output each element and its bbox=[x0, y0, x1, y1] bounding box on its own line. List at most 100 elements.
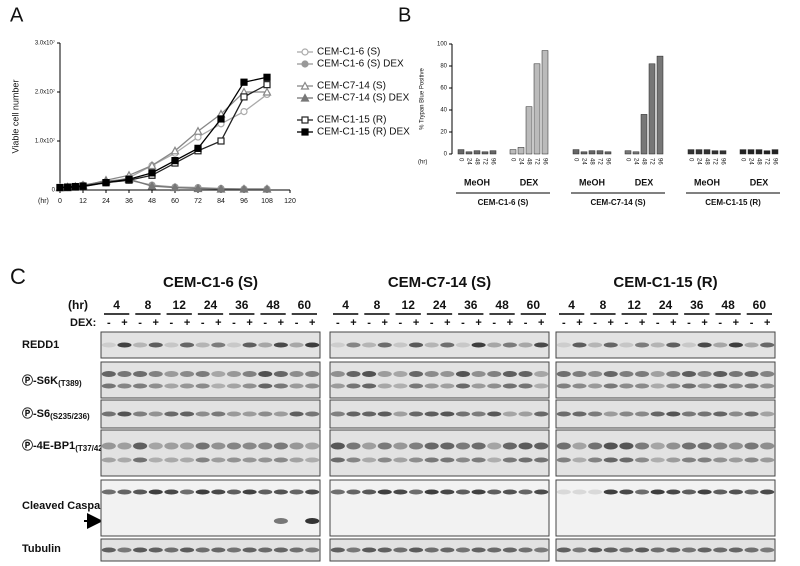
point bbox=[171, 157, 179, 165]
band bbox=[666, 547, 681, 553]
treatment-sign: + bbox=[413, 317, 419, 329]
band bbox=[744, 383, 759, 389]
band bbox=[440, 383, 455, 389]
time-label: 4 bbox=[342, 298, 349, 312]
band bbox=[408, 411, 424, 417]
band bbox=[588, 457, 603, 463]
x-tick-label: 48 bbox=[525, 158, 531, 165]
band bbox=[681, 342, 697, 348]
band bbox=[713, 371, 728, 377]
band bbox=[362, 547, 377, 553]
row-label-main: Ⓟ-S6 bbox=[22, 406, 50, 420]
band bbox=[455, 342, 471, 348]
band bbox=[744, 411, 759, 417]
band bbox=[681, 383, 697, 389]
band bbox=[760, 547, 775, 553]
band bbox=[487, 442, 502, 450]
band bbox=[408, 383, 424, 389]
x-tick-label: 0 bbox=[58, 198, 62, 205]
band bbox=[273, 518, 288, 524]
band bbox=[242, 547, 257, 553]
band bbox=[440, 547, 455, 553]
band bbox=[148, 442, 163, 450]
band bbox=[148, 342, 163, 348]
band bbox=[179, 371, 195, 377]
y-tick-label: 1.0x10⁷ bbox=[35, 138, 55, 145]
point bbox=[262, 184, 272, 193]
band bbox=[195, 457, 210, 463]
bar bbox=[711, 150, 719, 155]
band bbox=[534, 442, 549, 450]
band bbox=[305, 442, 320, 450]
band bbox=[258, 457, 273, 463]
band bbox=[572, 383, 587, 389]
band bbox=[603, 547, 618, 553]
band bbox=[440, 457, 455, 463]
time-label: 4 bbox=[568, 298, 575, 312]
band bbox=[195, 371, 210, 377]
point bbox=[147, 181, 157, 190]
band bbox=[393, 457, 408, 463]
band bbox=[487, 383, 502, 389]
band bbox=[619, 547, 634, 553]
treatment-sign: + bbox=[538, 317, 544, 329]
band bbox=[424, 371, 439, 377]
band bbox=[101, 489, 116, 495]
band bbox=[455, 547, 471, 553]
x-tick-label: 108 bbox=[261, 198, 273, 205]
band bbox=[424, 457, 439, 463]
band bbox=[666, 383, 681, 389]
band bbox=[588, 442, 603, 450]
y-tick-label: 40 bbox=[440, 108, 447, 114]
x-tick-label: 0 bbox=[457, 158, 463, 162]
x-axis-label: (hr) bbox=[418, 160, 427, 166]
bar bbox=[465, 151, 473, 155]
band bbox=[572, 442, 587, 450]
treatment-sign: - bbox=[170, 317, 174, 329]
x-tick-label: 24 bbox=[580, 158, 586, 165]
bar bbox=[747, 149, 755, 155]
treatment-sign: - bbox=[232, 317, 236, 329]
band bbox=[258, 371, 273, 377]
band bbox=[226, 457, 242, 463]
band bbox=[305, 489, 320, 495]
band bbox=[346, 547, 361, 553]
y-tick-label: 20 bbox=[440, 130, 447, 136]
band bbox=[273, 342, 288, 348]
panel-label: C bbox=[10, 264, 26, 289]
band bbox=[760, 371, 775, 377]
band bbox=[713, 383, 728, 389]
band bbox=[471, 383, 486, 389]
band bbox=[619, 383, 634, 389]
y-tick-label: 0 bbox=[52, 188, 56, 194]
band bbox=[487, 371, 502, 377]
band bbox=[713, 411, 728, 417]
band bbox=[117, 547, 132, 553]
band bbox=[728, 457, 743, 463]
treatment-sign: + bbox=[350, 317, 356, 329]
band bbox=[330, 547, 345, 553]
band bbox=[518, 383, 533, 389]
band bbox=[619, 489, 634, 495]
band bbox=[518, 547, 533, 553]
point bbox=[217, 137, 225, 145]
time-label: 36 bbox=[464, 298, 478, 312]
row-label-sub: (S235/236) bbox=[50, 412, 90, 421]
band bbox=[603, 371, 618, 377]
band bbox=[148, 457, 163, 463]
x-tick-label: 48 bbox=[640, 158, 646, 165]
treatment-sign: - bbox=[492, 317, 496, 329]
band bbox=[305, 411, 320, 417]
band bbox=[603, 457, 618, 463]
blot-panel bbox=[329, 361, 550, 399]
band bbox=[760, 342, 775, 348]
band bbox=[133, 442, 148, 450]
time-label: 12 bbox=[402, 298, 416, 312]
band bbox=[518, 342, 533, 348]
point bbox=[263, 81, 271, 89]
band bbox=[471, 342, 486, 348]
band bbox=[487, 457, 502, 463]
band bbox=[393, 442, 408, 450]
band bbox=[713, 489, 728, 495]
treatment-sign: + bbox=[153, 317, 159, 329]
